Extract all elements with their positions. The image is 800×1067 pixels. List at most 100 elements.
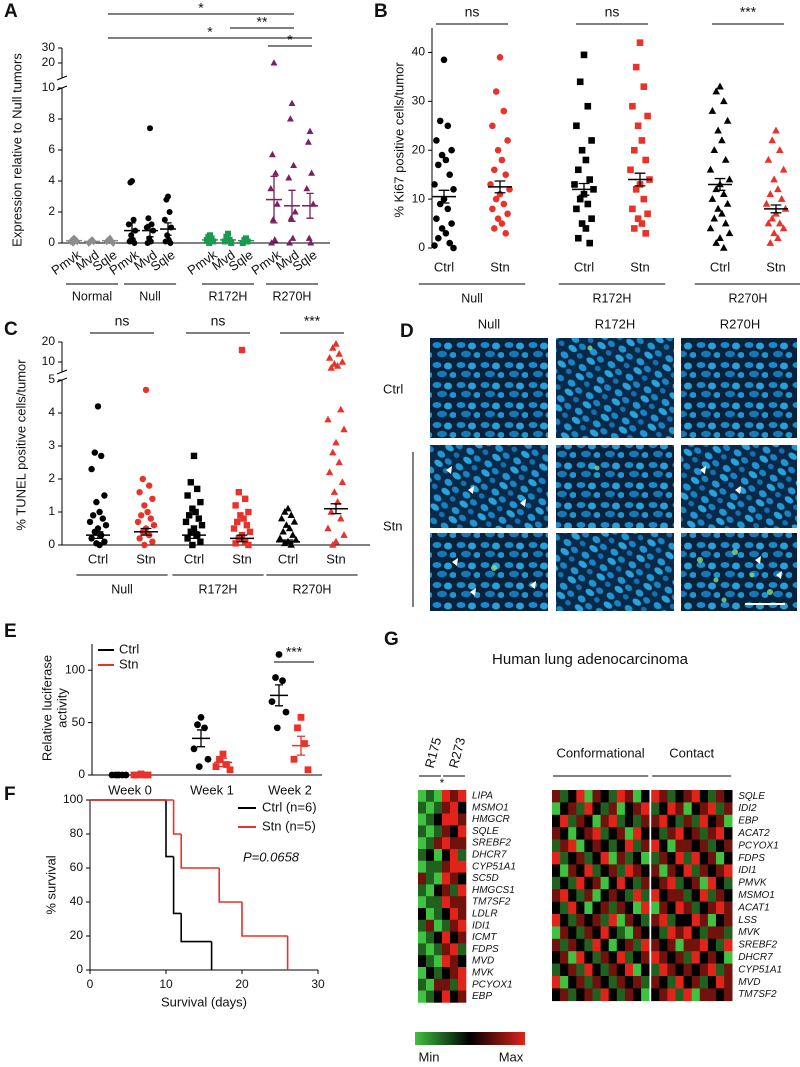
data-point [272, 169, 280, 176]
heatmap-cell [608, 864, 618, 878]
heatmap-cell [458, 908, 467, 921]
data-point [143, 224, 150, 231]
heatmap-cell [699, 802, 709, 816]
heatmap-cell [616, 988, 626, 1002]
heatmap-cell [707, 839, 717, 853]
data-point [275, 651, 283, 658]
heatmap-cell [426, 849, 435, 862]
panel-label: D [400, 321, 414, 342]
data-point [186, 512, 193, 519]
heatmap-cell [426, 790, 435, 803]
heatmap-cell [458, 872, 467, 885]
heatmap-cell [683, 852, 692, 865]
heatmap-cell [716, 963, 725, 977]
data-point [431, 242, 438, 249]
heatmap-cell [624, 790, 634, 803]
data-point [762, 199, 771, 207]
micrograph [681, 338, 797, 438]
heatmap-cell [659, 790, 668, 803]
y-axis-title: Expression relative to Null tumors [9, 53, 24, 247]
heatmap-cell [560, 814, 569, 828]
data-point [332, 537, 340, 545]
heatmap-cell [624, 864, 634, 878]
data-point [332, 438, 340, 446]
data-point [333, 362, 342, 369]
data-point [496, 54, 504, 61]
data-point [195, 515, 202, 522]
data-point [578, 146, 586, 154]
data-point [777, 194, 786, 202]
data-point [146, 482, 153, 489]
row-label: ACAT1 [737, 902, 770, 913]
heatmap-cell [560, 864, 569, 878]
heatmap-cell [667, 926, 676, 940]
heatmap-cell [568, 852, 577, 865]
heatmap-cell [450, 919, 459, 932]
error-bar [634, 172, 646, 187]
heatmap-cell [667, 901, 676, 915]
data-point [712, 87, 720, 95]
heatmap-cell [592, 914, 601, 927]
data-point [487, 181, 494, 188]
heatmap-cell [458, 919, 467, 932]
data-point [340, 425, 348, 433]
data-point [245, 541, 252, 549]
heatmap-cell [568, 876, 577, 890]
heatmap-cell [683, 926, 692, 940]
heatmap-cell [442, 884, 451, 897]
error-bar [274, 684, 284, 707]
heatmap-cell [442, 978, 451, 991]
data-point [101, 492, 108, 499]
heatmap-cell [691, 938, 701, 952]
heatmap-cell [707, 889, 717, 902]
heatmap-cell [458, 967, 467, 980]
data-point [442, 156, 450, 164]
data-point [195, 763, 203, 771]
legend-label: Stn [119, 656, 139, 671]
heatmap-cell [568, 963, 577, 977]
heatmap-cell [641, 914, 650, 927]
error-bar [146, 223, 154, 238]
significance-label: ns [211, 313, 226, 329]
data-point [489, 122, 496, 130]
data-point [770, 229, 778, 237]
heatmap-cell [434, 990, 443, 1003]
row-label: PCYOX1 [738, 840, 779, 851]
heatmap-cell [600, 852, 609, 865]
heatmap-cell [592, 802, 601, 816]
data-point [433, 137, 440, 144]
data-point [720, 243, 728, 251]
data-point [324, 415, 332, 423]
data-point [197, 713, 205, 721]
heatmap-cell [716, 852, 725, 865]
heatmap-cell [434, 943, 443, 956]
heatmap-cell [616, 790, 626, 803]
data-point [644, 210, 651, 218]
data-point [268, 150, 276, 158]
tunel-signal [491, 345, 773, 603]
data-point [338, 358, 347, 365]
data-point [340, 531, 348, 538]
heatmap-cell [592, 976, 601, 989]
colorbar [415, 1032, 525, 1045]
column-label: R172H [595, 316, 635, 331]
heatmap-cell [691, 814, 701, 828]
heatmap-cell [616, 802, 626, 816]
heatmap-cell [651, 914, 660, 927]
heatmap-cell [600, 951, 609, 964]
significance-label: * [287, 32, 293, 48]
data-point [136, 535, 143, 542]
y-tick-label: 20 [42, 55, 56, 69]
heatmap-cell [568, 901, 577, 915]
row-label: PMVK [738, 878, 768, 889]
heatmap-cell [659, 827, 668, 840]
heatmap-cell [458, 860, 467, 873]
heatmap-cell [616, 889, 626, 902]
heatmap-cell [418, 990, 427, 1003]
data-point [629, 205, 636, 213]
data-point [498, 220, 506, 227]
heatmap-cell [659, 926, 668, 940]
heatmap-cell [450, 849, 459, 862]
heatmap-cell [568, 988, 577, 1002]
heatmap-cell [600, 963, 609, 977]
